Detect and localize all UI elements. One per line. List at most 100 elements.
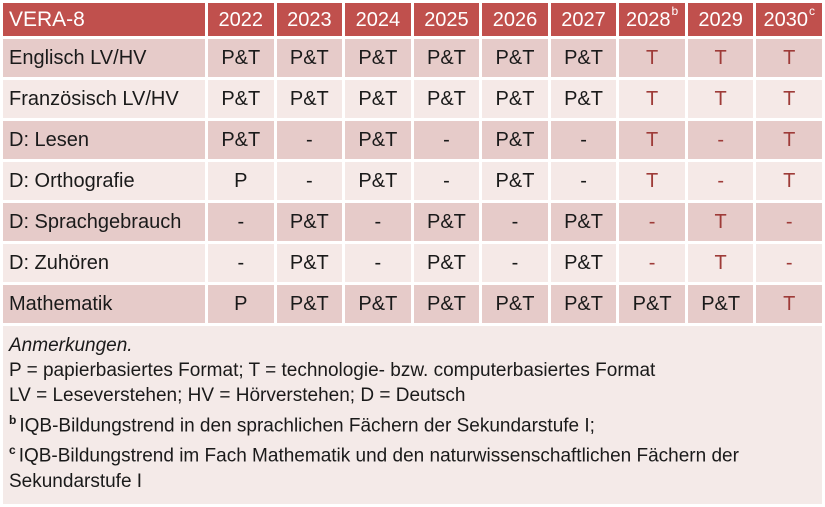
table-cell-text: P&T xyxy=(358,88,398,110)
table-cell-text: - xyxy=(305,170,313,192)
row-label: Mathematik xyxy=(3,285,205,323)
table-cell-text: - xyxy=(374,252,382,274)
row-label-text: D: Sprachgebrauch xyxy=(9,211,182,233)
table-cell: - xyxy=(550,162,617,200)
header-year-cell: 2024 xyxy=(345,3,411,36)
note-text: IQB-Bildungstrend in den sprachlichen Fä… xyxy=(19,415,595,437)
table-cell: P&T xyxy=(208,121,274,159)
table-cell: T xyxy=(687,203,754,241)
table-cell: P&T xyxy=(345,121,411,159)
header-year-cell: 2028 b xyxy=(619,3,685,36)
header-year-cell-text: 2022 xyxy=(218,8,264,31)
table-cell: P&T xyxy=(482,121,548,159)
notes-heading: Anmerkungen. xyxy=(9,335,133,356)
header-year-cell: 2027 xyxy=(550,3,617,36)
table-cell: T xyxy=(619,121,685,159)
table-cell-text: P&T xyxy=(221,129,261,151)
table-cell: P&T xyxy=(550,39,617,77)
table-cell-text: P&T xyxy=(358,293,398,315)
table-cell: - xyxy=(276,162,343,200)
header-year-cell: 2023 xyxy=(276,3,343,36)
table-cell-text: P&T xyxy=(289,211,329,233)
table-cell: P&T xyxy=(550,244,617,282)
row-label: Französisch LV/HV xyxy=(3,80,205,118)
table-cell-text: - xyxy=(580,170,587,192)
notes-section: Anmerkungen. P = papierbasiertes Format;… xyxy=(3,326,822,504)
table-cell-text: P&T xyxy=(701,293,741,315)
table-cell-text: T xyxy=(714,88,727,110)
table-cell: P&T xyxy=(482,39,548,77)
header-year-cell: 2029 xyxy=(687,3,754,36)
table-cell: P&T xyxy=(413,80,480,118)
table-title-cell-text: VERA-8 xyxy=(9,8,85,31)
table-cell: - xyxy=(756,203,822,241)
table-cell-text: P&T xyxy=(564,211,603,233)
vera8-table: VERA-8 2022 2023 2024 2025 2026 2027 2028 b 2029 2… xyxy=(3,3,822,323)
table-cell-text: P&T xyxy=(495,47,535,69)
table-cell-text: - xyxy=(237,252,245,274)
row-label-text: D: Lesen xyxy=(9,129,90,151)
table-title-cell: VERA-8 xyxy=(3,3,205,36)
table-cell-text: P&T xyxy=(426,211,466,233)
table-cell-text: T xyxy=(714,211,727,233)
table-cell-text: - xyxy=(648,211,656,233)
table-cell: - xyxy=(276,121,343,159)
header-year-cell: 2030 c xyxy=(756,3,822,36)
table-cell: T xyxy=(756,121,822,159)
table-cell-text: T xyxy=(783,293,796,315)
row-label: D: Lesen xyxy=(3,121,205,159)
table-cell-text: - xyxy=(785,252,793,274)
table-cell: P&T xyxy=(208,80,274,118)
table-cell: P&T xyxy=(276,203,343,241)
note-line: c IQB-Bildungstrend im Fach Mathematik un… xyxy=(9,438,814,493)
table-cell: T xyxy=(619,80,685,118)
row-label-text: D: Zuhören xyxy=(9,252,110,274)
table-cell-text: T xyxy=(645,170,659,192)
note-line: LV = Leseverstehen; HV = Hörverstehen; D… xyxy=(9,383,814,408)
table-cell-text: P&T xyxy=(289,47,329,69)
table-cell: P&T xyxy=(619,285,685,323)
row-label-text: Englisch LV/HV xyxy=(9,47,147,69)
table-cell-text: - xyxy=(580,129,587,151)
table-cell-text: P&T xyxy=(289,293,329,315)
table-cell: P&T xyxy=(276,39,343,77)
table-cell: - xyxy=(345,203,411,241)
table-cell-text: P&T xyxy=(358,170,398,192)
table-cell-text: P&T xyxy=(495,88,535,110)
table-cell-text: P&T xyxy=(221,88,261,110)
table-cell: P&T xyxy=(345,285,411,323)
table-cell-text: P&T xyxy=(358,47,398,69)
table-cell-text: T xyxy=(645,129,659,151)
table-cell-text: T xyxy=(645,47,659,69)
row-label-text: Französisch LV/HV xyxy=(9,88,179,110)
table-cell-text: - xyxy=(511,252,519,274)
table-cell: - xyxy=(208,244,274,282)
row-label: Englisch LV/HV xyxy=(3,39,205,77)
table-cell: - xyxy=(345,244,411,282)
table-cell: - xyxy=(619,244,685,282)
table-cell-text: P&T xyxy=(289,88,329,110)
header-year-cell-text: 2024 xyxy=(355,8,401,31)
table-cell-text: - xyxy=(305,129,313,151)
table-cell-text: P&T xyxy=(426,252,466,274)
table-cell-text: T xyxy=(783,129,796,151)
table-cell: - xyxy=(619,203,685,241)
table-cell-text: P&T xyxy=(221,47,261,69)
table-cell: - xyxy=(482,203,548,241)
note-footnote-marker: c xyxy=(9,443,16,458)
table-cell-text: - xyxy=(511,211,519,233)
table-cell-text: - xyxy=(648,252,656,274)
note-line: P = papierbasiertes Format; T = technolo… xyxy=(9,358,814,383)
note-footnote-marker: b xyxy=(9,413,17,427)
table-cell-text: P&T xyxy=(358,129,398,151)
table-cell: T xyxy=(756,80,822,118)
table-cell: P xyxy=(208,285,274,323)
note-text: P = papierbasiertes Format; T = technolo… xyxy=(9,360,656,381)
row-label: D: Zuhören xyxy=(3,244,205,282)
table-cell-text: - xyxy=(785,211,793,233)
table-cell: T xyxy=(687,244,754,282)
note-line: b IQB-Bildungstrend in den sprachlichen F… xyxy=(9,408,814,438)
table-cell: - xyxy=(208,203,274,241)
table-cell-text: T xyxy=(783,170,796,192)
row-label: D: Orthografie xyxy=(3,162,205,200)
